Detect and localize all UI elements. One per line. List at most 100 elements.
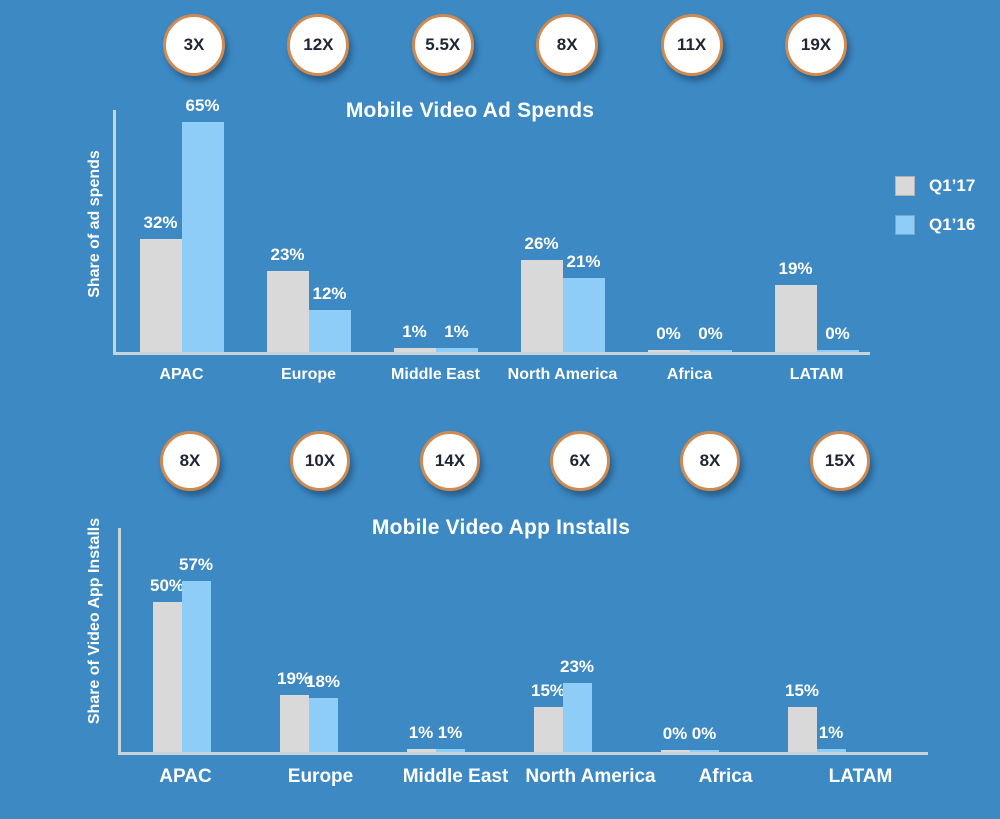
multiplier-value: 10X [304,451,336,470]
bar-north-america-series-1 [562,277,605,352]
multiplier-value: 14X [434,451,466,470]
bar-value-label: 12% [312,283,347,303]
bar-latam-series-1 [816,749,846,752]
bar-europe-series-1 [308,309,351,352]
bar-value-label: 1% [437,723,463,742]
bar-middle-east-series-1 [435,749,465,752]
chart-title: Mobile Video Ad Spends [345,99,595,122]
multiplier-badge: 6X [550,431,610,491]
category-label-europe: Europe [287,766,354,787]
bar-apac-series-0 [139,238,182,352]
category-label-africa: Africa [698,766,753,787]
legend-swatch-q117 [895,176,915,196]
bar-north-america-series-0 [520,259,563,352]
bar-value-label: 1% [408,723,434,742]
bar-value-label: 26% [524,233,559,253]
bar-latam-series-0 [774,284,817,352]
bar-value-label: 19% [276,669,312,688]
y-axis-label: Share of Video App Installs [86,517,103,725]
multiplier-badge: 10X [290,431,350,491]
y-axis-line [113,110,116,355]
bar-africa-series-1 [689,350,732,352]
legend: Q1’17 Q1’16 [895,176,975,235]
multiplier-badge: 15X [810,431,870,491]
bar-value-label: 0% [825,324,850,343]
bar-latam-series-0 [787,707,817,752]
category-label-middle-east: Middle East [391,366,480,383]
category-label-latam: LATAM [789,366,844,383]
bar-middle-east-series-1 [435,348,478,352]
bar-value-label: 65% [185,95,220,115]
bar-value-label: 32% [143,212,178,232]
multiplier-value: 8X [179,451,201,470]
multiplier-badge: 8X [536,14,599,76]
bar-africa-series-0 [660,750,690,752]
legend-swatch-q116 [895,215,915,235]
bar-value-label: 15% [784,681,820,700]
multiplier-value: 6X [569,451,591,470]
bar-value-label: 23% [559,657,595,676]
bar-value-label: 21% [566,251,601,271]
bar-value-label: 50% [149,576,185,595]
chart-title: Mobile Video App Installs [371,516,631,539]
bar-europe-series-1 [308,698,338,752]
bar-middle-east-series-0 [406,749,436,752]
bar-europe-series-0 [279,695,309,752]
bar-apac-series-0 [152,602,182,752]
multiplier-badge: 12X [287,14,350,76]
bar-value-label: 19% [778,258,813,278]
bar-europe-series-0 [266,270,309,352]
multiplier-badge: 5.5X [411,14,474,76]
bar-apac-series-1 [181,121,224,352]
category-label-latam: LATAM [828,766,893,787]
bar-value-label: 15% [530,681,566,700]
multiplier-value: 15X [824,451,856,470]
category-label-europe: Europe [280,366,337,383]
bar-value-label: 18% [305,672,341,691]
multiplier-value: 12X [303,35,334,54]
legend-item-q116: Q1’16 [895,215,975,235]
legend-label-q116: Q1’16 [929,215,976,234]
bar-north-america-series-0 [533,707,563,752]
bar-latam-series-1 [816,350,859,352]
legend-label-q117: Q1’17 [929,176,976,195]
bar-value-label: 1% [818,723,844,742]
multiplier-value: 5.5X [425,35,461,54]
category-label-north-america: North America [525,766,656,787]
bar-apac-series-1 [181,581,211,752]
multiplier-badge: 8X [680,431,740,491]
multiplier-badge: 8X [160,431,220,491]
bar-value-label: 23% [270,244,305,264]
multiplier-badge: 11X [660,14,723,76]
multiplier-value: 19X [800,35,832,54]
bar-value-label: 0% [691,724,717,743]
bar-value-label: 0% [662,724,688,743]
category-label-north-america: North America [507,366,618,383]
bar-middle-east-series-0 [393,348,436,352]
bar-value-label: 0% [698,324,723,343]
multiplier-value: 8X [699,451,721,470]
category-label-apac: APAC [159,766,212,787]
bar-value-label: 0% [656,324,681,343]
multiplier-badge: 14X [420,431,480,491]
x-axis-line [113,352,870,355]
multiplier-badge: 19X [785,14,847,76]
bar-north-america-series-1 [562,683,592,752]
multiplier-badge: 3X [163,14,225,76]
multiplier-value: 11X [676,35,707,54]
bar-value-label: 1% [444,322,469,342]
y-axis-label: Share of ad spends [86,150,103,298]
multiplier-value: 8X [556,35,578,54]
multiplier-value: 3X [183,35,205,54]
category-label-africa: Africa [666,366,713,383]
x-axis-line [118,752,928,755]
category-label-middle-east: Middle East [402,766,509,787]
category-label-apac: APAC [159,366,204,383]
bar-value-label: 57% [178,555,214,574]
y-axis-line [118,528,121,755]
bar-value-label: 1% [402,322,427,342]
legend-item-q117: Q1’17 [895,176,975,196]
bar-africa-series-0 [647,350,690,352]
bar-africa-series-1 [689,750,719,752]
